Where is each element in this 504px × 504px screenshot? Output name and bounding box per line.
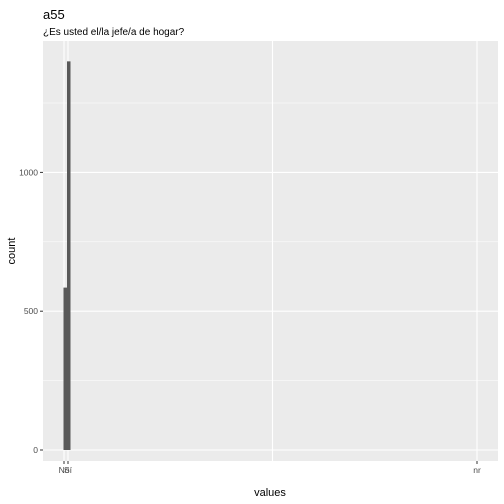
bar-no: [63, 287, 67, 450]
y-axis-label: count: [6, 238, 18, 265]
y-tick-label: 500: [24, 306, 38, 316]
x-axis-label: values: [254, 487, 286, 499]
bars: [63, 61, 71, 451]
y-axis-ticks: 0 500 1000: [19, 167, 43, 455]
grid-lines: [43, 41, 498, 461]
chart-subtitle: ¿Es usted el/la jefe/a de hogar?: [43, 27, 185, 38]
plot-panel: [43, 41, 498, 461]
y-tick-label: 1000: [19, 167, 38, 177]
y-tick-label: 0: [33, 445, 38, 455]
x-tick-label-no: No: [59, 465, 70, 475]
x-tick-label-sí: Sí: [64, 465, 73, 475]
bar-sí: [67, 61, 71, 451]
x-tick-label-nr: nr: [473, 465, 481, 475]
chart-title: a55: [43, 7, 65, 22]
